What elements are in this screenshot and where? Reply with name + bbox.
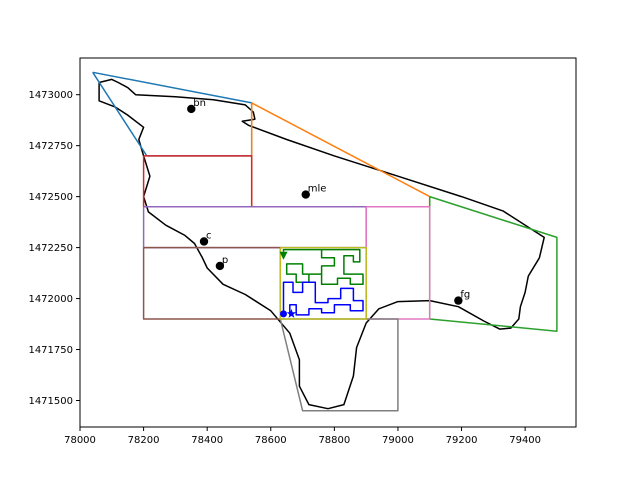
y-tick-label-3: 1472250 (28, 243, 73, 254)
x-tick-label-3: 78600 (255, 435, 287, 446)
series-layer (92, 71, 558, 412)
point-label-mle: mle (308, 184, 327, 195)
y-tick-label-0: 1471500 (28, 396, 73, 407)
x-tick-label-5: 79000 (382, 435, 414, 446)
plot-frame (79, 57, 577, 428)
x-axis: 78000 78200 78400 78600 78800 79000 79200 79400 (64, 427, 541, 446)
y-tick-label-1: 1471750 (28, 345, 73, 356)
point-marker-fg (454, 296, 463, 305)
point-label-bn: bn (193, 98, 206, 109)
x-tick-label-4: 78800 (318, 435, 350, 446)
triangle-marker-0 (279, 251, 288, 260)
point-label-p: p (222, 255, 228, 266)
y-tick-label-2: 1472000 (28, 294, 73, 305)
point-label-fg: fg (460, 290, 470, 301)
circle-marker-1 (279, 310, 287, 318)
series-line-11 (282, 281, 364, 316)
point-marker-p (215, 261, 225, 271)
x-tick-label-7: 79400 (509, 435, 541, 446)
marker-layer: bn mle c p fg (187, 98, 470, 318)
point-label-c: c (206, 230, 212, 241)
point-marker-bn (187, 104, 196, 114)
x-tick-label-0: 78000 (64, 435, 96, 446)
y-tick-label-5: 1472750 (28, 141, 73, 152)
x-tick-label-2: 78400 (191, 435, 223, 446)
x-tick-label-1: 78200 (128, 435, 160, 446)
star-marker-2 (286, 308, 297, 318)
y-tick-label-4: 1472500 (28, 192, 73, 203)
x-tick-label-6: 79200 (446, 435, 478, 446)
y-axis: 1471500 1471750 1472000 1472250 1472500 14727… (28, 90, 80, 407)
series-line-9 (279, 246, 367, 320)
point-marker-mle (301, 190, 310, 199)
series-line-10 (282, 248, 364, 286)
y-tick-label-6: 1473000 (28, 90, 73, 101)
point-marker-c (199, 237, 209, 246)
